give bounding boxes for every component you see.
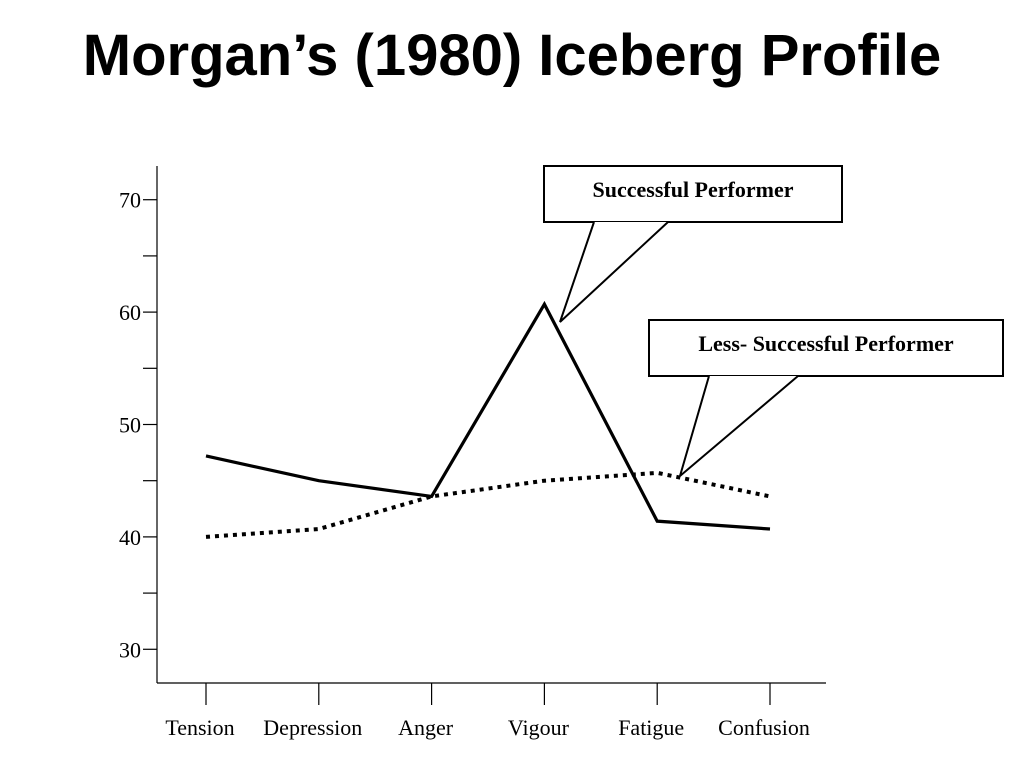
x-tick-label-vigour: Vigour — [508, 715, 570, 740]
y-tick-label: 30 — [119, 637, 141, 662]
callout-box — [648, 319, 1004, 377]
x-tick-label-tension: Tension — [165, 715, 234, 740]
x-tick-label-anger: Anger — [398, 715, 454, 740]
y-tick-label: 60 — [119, 300, 141, 325]
legend-label: Less- Successful Performer — [698, 331, 954, 356]
callout-less-successful: Less- Successful Performer — [648, 319, 1004, 479]
callout-pointer — [678, 375, 799, 479]
x-ticks: Tension Depression Anger Vigour Fatigue Confu… — [165, 683, 810, 740]
callout-pointer — [559, 221, 669, 323]
x-tick-label-depression: Depression — [263, 715, 362, 740]
chart-title: Morgan’s (1980) Iceberg Profile — [82, 23, 942, 88]
callouts: Successful Performer Less- Successful Per… — [543, 165, 1004, 479]
series-line-successful — [205, 300, 771, 531]
y-ticks: 30 40 50 60 70 — [119, 188, 157, 662]
y-tick-label: 50 — [119, 413, 141, 438]
callout-box — [543, 165, 843, 223]
x-tick-label-confusion: Confusion — [718, 715, 810, 740]
callout-successful: Successful Performer — [543, 165, 843, 323]
legend-label: Successful Performer — [593, 177, 794, 202]
y-tick-label: 70 — [119, 188, 141, 213]
series-lines — [205, 300, 771, 539]
y-tick-label: 40 — [119, 525, 141, 550]
series-line-less-successful — [205, 470, 771, 539]
x-tick-label-fatigue: Fatigue — [618, 715, 684, 740]
